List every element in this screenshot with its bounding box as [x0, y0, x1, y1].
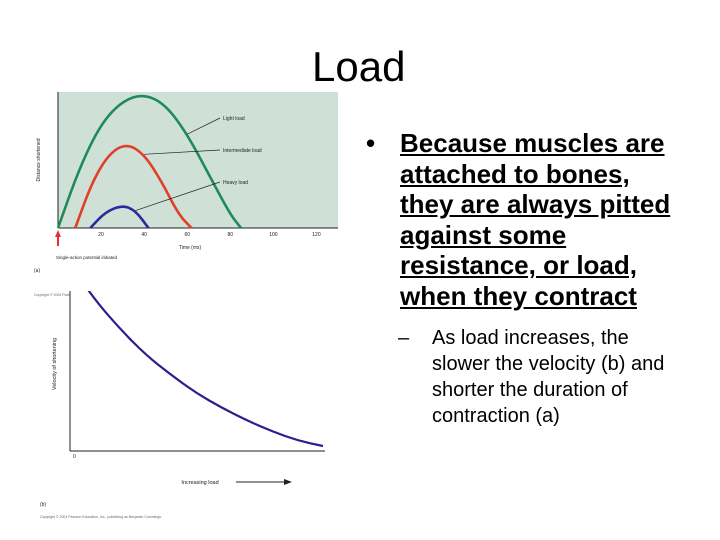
panel-b-curve [87, 291, 324, 448]
increasing-load-arrow-icon [284, 479, 292, 485]
stimulus-arrow-icon [55, 230, 61, 246]
panel-a-callouts: Light load Intermediate load Heavy load [135, 116, 262, 211]
bullet-item: • Because muscles are attached to bones,… [366, 128, 716, 311]
callout-line [187, 117, 221, 135]
panel-b-origin: 0 [73, 454, 76, 460]
panel-b-background [70, 291, 325, 451]
callout-line [144, 149, 221, 155]
sub-bullet-item: – As load increases, the slower the velo… [398, 325, 716, 429]
series-heavy-load [89, 205, 150, 229]
panel-a-tick-label: 20 [98, 232, 104, 238]
panel-a-background [58, 92, 338, 228]
panel-a-curves [56, 94, 243, 229]
panel-a-ylabel: Distance shortened [36, 138, 42, 181]
sub-bullet-text: As load increases, the slower the veloci… [432, 327, 665, 427]
panel-b-ylabel: Velocity of shortening [52, 338, 58, 390]
callout-label: Heavy load [223, 180, 248, 186]
bullet-list: • Because muscles are attached to bones,… [366, 128, 716, 429]
panel-b-label: (b) [40, 502, 46, 508]
panel-b-xlabel: Increasing load [181, 480, 218, 486]
panel-a-xlabel: Time (ms) [179, 245, 202, 251]
series-light-load [56, 94, 243, 229]
panel-a-ticks: 020406080100120 [57, 232, 321, 238]
series-intermediate-load [74, 144, 193, 229]
panel-b-copyright: Copyright © 2004 Pearson Education, Inc.… [40, 515, 162, 519]
panel-a-tick-label: 120 [312, 232, 321, 238]
figure-svg: Distance shortened 0 20 40 60 80 100 120 Time … [34, 92, 338, 519]
panel-a-tick-label: 60 [184, 232, 190, 238]
sub-bullet-marker: – [398, 327, 410, 349]
panel-a-tick-label: 100 [269, 232, 278, 238]
bullet-text: Because muscles are attached to bones, t… [400, 128, 671, 311]
panel-a-tick-label: 40 [141, 232, 147, 238]
slide-title: Load [312, 43, 406, 90]
callout-line [135, 181, 221, 211]
callout-label: Light load [223, 116, 245, 122]
figure: Distance shortened 0 20 40 60 80 100 120 Time … [30, 86, 340, 526]
callout-label: Intermediate load [223, 148, 262, 154]
panel-a-label: (a) [34, 268, 40, 274]
panel-a-tick-label: 80 [228, 232, 234, 238]
stimulus-label: Single-action potential initiated [56, 255, 118, 260]
series-velocity-curve [87, 291, 324, 448]
bullet-marker: • [366, 128, 376, 158]
